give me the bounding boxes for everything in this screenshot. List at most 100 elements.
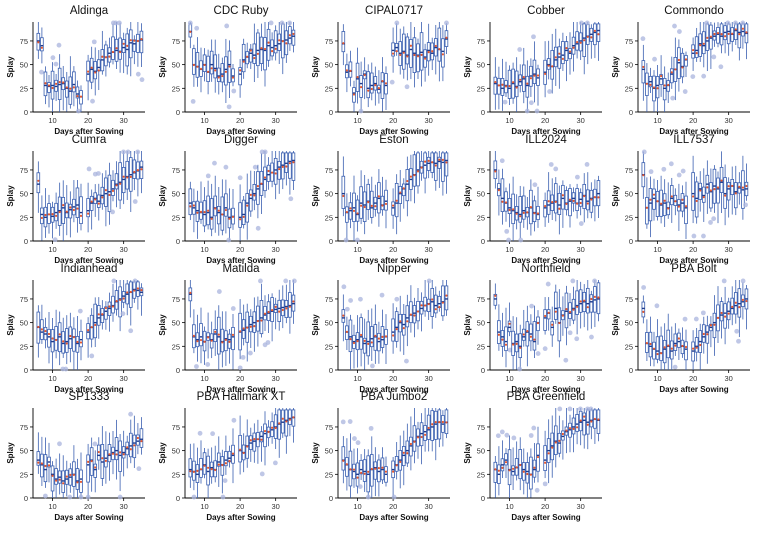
mean-point: [409, 442, 412, 446]
box-iqr: [398, 185, 403, 204]
box-mark: [661, 166, 667, 227]
y-tick-label: 50: [325, 61, 333, 70]
mean-point: [526, 330, 529, 333]
y-tick-label: 0: [176, 366, 180, 375]
outlier-point: [117, 494, 123, 500]
box-mark: [384, 66, 388, 111]
box-mark: [213, 310, 218, 356]
box-iqr: [47, 82, 51, 93]
outlier-point: [56, 42, 62, 48]
mean-point: [377, 195, 380, 198]
box-iqr: [47, 328, 51, 348]
box-mark: [362, 318, 367, 370]
box-mark: [557, 38, 562, 89]
box-mark: [61, 180, 66, 241]
box-mark: [352, 175, 356, 241]
box-mark: [737, 22, 742, 61]
mean-point: [126, 44, 129, 47]
mean-point: [55, 479, 58, 482]
box-iqr: [684, 341, 688, 361]
mean-point: [133, 39, 136, 42]
mean-point: [192, 63, 195, 67]
box-mark: [719, 297, 724, 339]
y-tick-label: 50: [172, 447, 180, 456]
mean-point: [79, 480, 83, 483]
box-iqr: [596, 23, 601, 42]
mean-point: [292, 300, 295, 303]
panel-title: ILL7537: [673, 134, 715, 146]
outlier-point: [113, 20, 119, 26]
mean-point: [129, 448, 132, 451]
box-iqr: [114, 173, 119, 190]
box-mark: [268, 20, 274, 61]
box-iqr: [433, 294, 438, 314]
box-mark: [202, 448, 207, 479]
outlier-point: [139, 77, 145, 83]
mean-point: [512, 81, 515, 84]
mean-point: [199, 210, 203, 213]
box-mark: [368, 425, 374, 498]
y-tick-label: 50: [172, 190, 180, 199]
box-mark: [563, 285, 569, 363]
outlier-point: [585, 406, 590, 412]
outlier-point: [711, 216, 717, 222]
mean-point: [395, 199, 398, 202]
box-mark: [365, 449, 371, 500]
mean-point: [274, 47, 277, 50]
box-iqr: [288, 152, 292, 179]
box-mark: [680, 168, 686, 218]
y-tick-label: 25: [172, 213, 180, 222]
mean-point: [494, 468, 497, 471]
box-mark: [288, 151, 294, 202]
outlier-point: [355, 440, 361, 446]
box-mark: [53, 61, 59, 102]
mean-point: [352, 209, 356, 213]
box-iqr: [437, 156, 442, 169]
mean-point: [246, 445, 249, 448]
box-iqr: [441, 152, 445, 182]
mean-point: [441, 301, 444, 304]
y-tick-label: 0: [481, 494, 485, 503]
x-axis-title: Days after Sowing: [54, 256, 123, 265]
box-mark: [536, 186, 540, 228]
box-iqr: [206, 55, 210, 82]
box-mark: [571, 22, 576, 72]
mean-point: [217, 76, 220, 79]
box-mark: [433, 151, 438, 191]
mean-point: [352, 468, 356, 471]
panel-title: Matilda: [222, 263, 260, 275]
box-mark: [75, 458, 80, 498]
x-tick-label: 10: [353, 116, 361, 125]
box-mark: [384, 456, 388, 487]
box-mark: [507, 435, 512, 498]
box-iqr: [412, 425, 417, 452]
box-mark: [263, 411, 267, 466]
mean-point: [292, 161, 295, 164]
box-mark: [36, 432, 41, 474]
box-iqr: [291, 29, 296, 46]
mean-point: [231, 452, 235, 455]
outlier-point: [504, 228, 510, 234]
box-iqr: [662, 77, 667, 101]
mean-point: [724, 35, 727, 38]
box-iqr: [394, 456, 399, 472]
mean-point: [65, 475, 68, 478]
box-mark: [139, 23, 145, 83]
box-mark: [377, 454, 381, 497]
box-mark: [248, 427, 253, 462]
mean-point: [597, 196, 600, 199]
outlier-point: [654, 303, 660, 309]
box-mark: [61, 65, 66, 111]
box-iqr: [284, 409, 289, 437]
mean-point: [424, 57, 427, 60]
box-iqr: [259, 300, 264, 335]
mean-point: [267, 169, 270, 173]
outlier-point: [743, 202, 748, 208]
mean-point: [210, 339, 213, 342]
box-mark: [545, 281, 551, 331]
mean-point: [271, 426, 274, 429]
mean-point: [62, 81, 65, 84]
mean-point: [692, 347, 695, 350]
y-axis-title: Splay: [311, 56, 320, 78]
